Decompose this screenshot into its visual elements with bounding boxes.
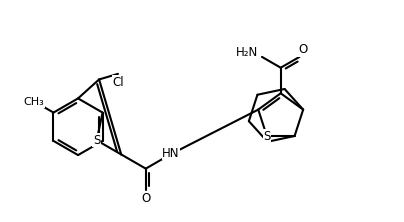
Text: Cl: Cl [112, 76, 124, 89]
Text: HN: HN [162, 147, 180, 160]
Text: H₂N: H₂N [236, 46, 258, 59]
Text: CH₃: CH₃ [23, 97, 44, 107]
Text: S: S [263, 129, 271, 143]
Text: S: S [93, 134, 100, 147]
Text: O: O [141, 192, 150, 205]
Text: O: O [298, 43, 307, 56]
